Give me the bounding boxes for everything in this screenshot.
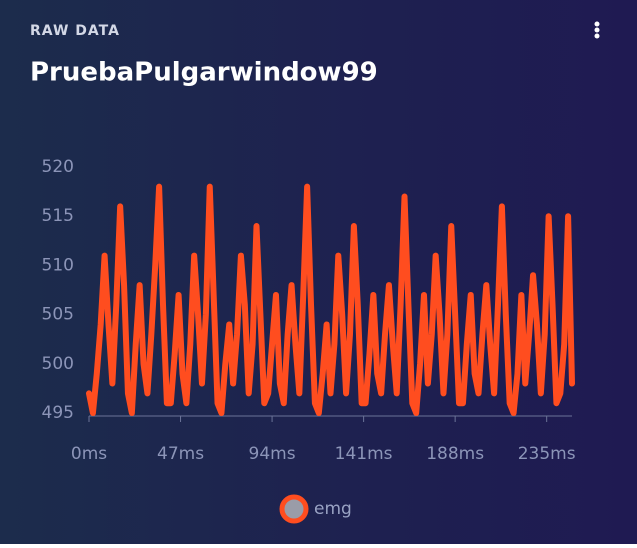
x-tick-label: 0ms <box>71 444 107 464</box>
x-tick-label: 94ms <box>249 444 296 464</box>
chart-title: PruebaPulgarwindow99 <box>30 58 378 88</box>
y-tick-label: 515 <box>42 206 74 226</box>
x-tick-label: 141ms <box>335 444 393 464</box>
x-tick-label: 235ms <box>518 444 576 464</box>
y-tick-label: 520 <box>42 157 74 177</box>
y-tick-label: 500 <box>42 354 74 374</box>
legend-marker <box>279 494 309 524</box>
y-tick-label: 510 <box>42 255 74 275</box>
y-tick-label: 505 <box>42 305 74 325</box>
data-line <box>86 183 575 417</box>
legend-label: emg <box>314 499 352 519</box>
x-tick-label: 47ms <box>157 444 204 464</box>
x-tick-label: 188ms <box>426 444 484 464</box>
y-tick-label: 495 <box>42 403 74 423</box>
menu-button[interactable] <box>594 21 600 39</box>
section-label: RAW DATA <box>30 23 120 39</box>
